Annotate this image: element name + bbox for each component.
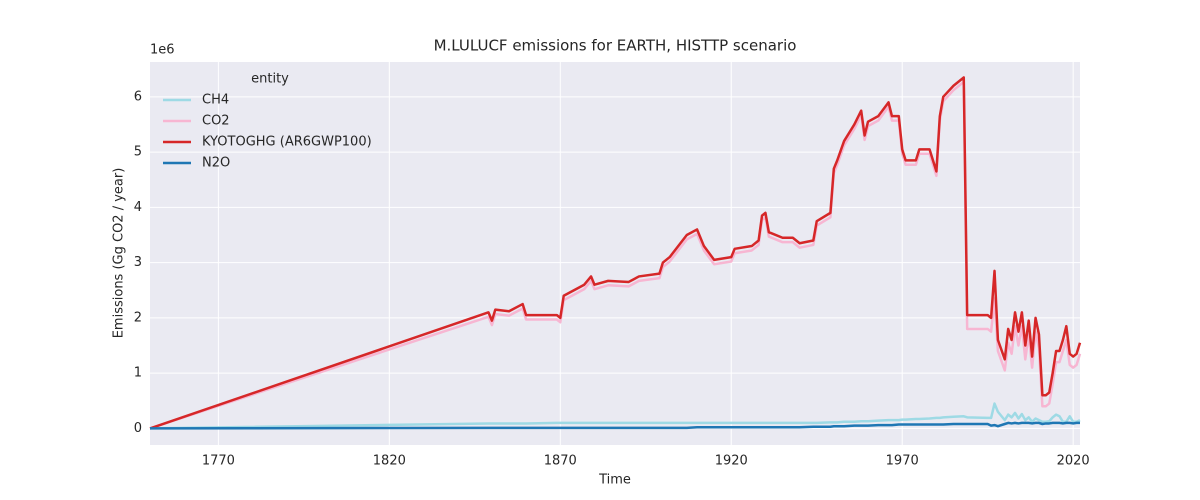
series-line	[149, 402, 1081, 430]
plot-area	[150, 62, 1080, 445]
y-tick-label: 1	[134, 366, 142, 381]
legend-label: CH4	[202, 93, 229, 108]
x-tick-label: 1770	[202, 454, 235, 469]
chart-title: M.LULUCF emissions for EARTH, HISTTP sce…	[434, 37, 797, 55]
y-tick-label: 4	[134, 200, 142, 215]
legend-label: KYOTOGHG (AR6GWP100)	[202, 135, 372, 150]
series-line	[149, 76, 1082, 430]
grid	[150, 62, 1080, 445]
labels: 0 1 2 3 4 5 6 1770 1820 1870 1920 1970 2020	[134, 89, 1090, 468]
y-tick-label: 3	[134, 255, 142, 270]
y-offset-label: 1e6	[150, 43, 175, 58]
lines	[149, 76, 1082, 430]
y-tick-label: 5	[134, 145, 142, 160]
x-tick-label: 2020	[1057, 454, 1090, 469]
y-tick-label: 6	[134, 89, 142, 104]
y-tick-label: 0	[134, 421, 142, 436]
x-tick-label: 1820	[373, 454, 406, 469]
legend-label: N2O	[202, 156, 230, 171]
x-axis-label: Time	[598, 473, 631, 488]
y-tick-label: 2	[134, 310, 142, 325]
x-tick-label: 1970	[886, 454, 919, 469]
legend: entity CH4 CO2 KYOTOGHG (AR6GWP100) N2O	[163, 72, 372, 171]
y-axis-label: Emissions (Gg CO2 / year)	[112, 168, 127, 339]
legend-title: entity	[251, 72, 289, 87]
series-line	[149, 421, 1080, 430]
legend-label: CO2	[202, 114, 230, 129]
x-tick-label: 1920	[715, 454, 748, 469]
x-tick-label: 1870	[544, 454, 577, 469]
